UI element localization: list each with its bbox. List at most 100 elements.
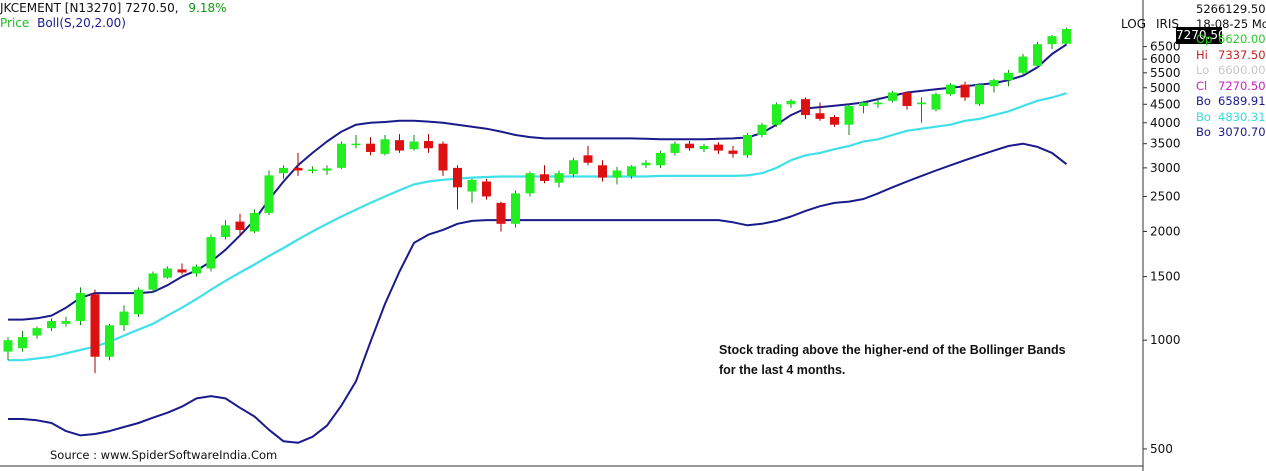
- candle-body: [627, 166, 636, 176]
- ohlc-key: Hi: [1196, 47, 1208, 62]
- change-percent: 9.18%: [188, 1, 227, 15]
- candle-body: [467, 179, 477, 192]
- annotation-line-1: Stock trading above the higher-end of th…: [719, 343, 1066, 357]
- candle: [221, 220, 230, 240]
- iris-toggle[interactable]: IRIS: [1156, 17, 1180, 31]
- candle: [540, 165, 549, 184]
- candle: [859, 100, 868, 114]
- candle: [424, 134, 433, 153]
- candle: [989, 78, 999, 93]
- candle: [1047, 34, 1057, 50]
- candle: [699, 143, 709, 152]
- ohlc-key: Lo: [1196, 63, 1210, 77]
- candle-body: [815, 113, 825, 119]
- candle: [598, 160, 607, 182]
- candle: [496, 201, 506, 232]
- candle: [3, 337, 13, 361]
- candle: [1033, 41, 1042, 68]
- candle: [975, 83, 984, 107]
- candle-body: [554, 173, 564, 183]
- candle-body: [3, 340, 13, 352]
- candle-body: [699, 145, 709, 150]
- candle: [366, 137, 375, 156]
- candle: [844, 104, 854, 135]
- candle: [409, 134, 419, 151]
- candle-body: [264, 175, 274, 214]
- candle-body: [917, 102, 926, 105]
- candle: [134, 287, 143, 317]
- chart-header: JKCEMENT [N13270] 7270.50, 9.18%: [0, 1, 227, 15]
- y-tick-label: 3500: [1150, 137, 1181, 151]
- candle-body: [192, 266, 201, 274]
- y-tick-label: 2000: [1150, 224, 1181, 238]
- candle-body: [931, 94, 941, 110]
- candle: [670, 141, 680, 156]
- ohlc-value: 7337.50: [1218, 47, 1266, 62]
- candle: [612, 166, 622, 185]
- candle-body: [859, 102, 868, 107]
- candle-body: [902, 92, 912, 107]
- candle: [946, 83, 955, 96]
- price-scale-divider: [0, 0, 1144, 471]
- y-tick-label: 5500: [1150, 66, 1181, 80]
- candle: [61, 316, 71, 327]
- ohlc-row: Op 6620.00: [1196, 32, 1266, 46]
- candle: [467, 178, 477, 203]
- candle-body: [119, 311, 129, 326]
- candle-body: [134, 289, 143, 315]
- candle-body: [1062, 29, 1071, 44]
- candle-body: [235, 221, 245, 230]
- candle: [511, 190, 520, 228]
- candle: [743, 132, 752, 158]
- candle-body: [946, 84, 955, 95]
- candle: [337, 141, 346, 169]
- candle-body: [61, 321, 71, 324]
- current-price-marker: 7270.50: [1176, 27, 1226, 44]
- candlestick-series: [3, 27, 1071, 374]
- candle: [119, 305, 129, 332]
- candle-body: [598, 165, 607, 178]
- candle-body: [279, 167, 288, 174]
- y-tick-label: 5000: [1150, 81, 1181, 95]
- candle-body: [18, 337, 27, 349]
- y-tick-label: 4500: [1150, 97, 1181, 111]
- candle-body: [482, 181, 491, 197]
- candle-body: [743, 134, 752, 156]
- candle-body: [1047, 36, 1057, 45]
- log-toggle[interactable]: LOG: [1121, 17, 1147, 31]
- candle-body: [714, 144, 723, 151]
- ohlc-key: Bo: [1196, 125, 1211, 139]
- candle-body: [830, 116, 839, 125]
- candle-body: [47, 321, 56, 329]
- candle: [308, 166, 317, 174]
- candle: [873, 97, 883, 108]
- candle-body: [105, 325, 114, 357]
- candle-body: [453, 167, 462, 188]
- candle: [685, 141, 694, 151]
- y-tick-label: 4000: [1150, 116, 1181, 130]
- candle: [786, 99, 796, 108]
- candle: [772, 102, 781, 127]
- candle-body: [250, 213, 259, 232]
- y-tick-label: 1000: [1150, 333, 1181, 347]
- candle-body: [90, 294, 100, 357]
- candle: [250, 209, 259, 234]
- candle: [322, 165, 332, 175]
- candle-body: [380, 139, 390, 154]
- y-tick-label: 6500: [1150, 40, 1181, 54]
- candle: [76, 287, 85, 326]
- ohlc-row: Cl 7270.50: [1196, 79, 1266, 93]
- candle: [32, 326, 42, 339]
- ohlc-row: Bo 3070.70: [1196, 125, 1266, 139]
- candle-body: [1033, 44, 1042, 66]
- candle: [235, 213, 245, 236]
- indicator-legend: Price Boll(S,20,2.00): [0, 16, 126, 30]
- candle-body: [322, 168, 332, 171]
- chart-annotation: Stock trading above the higher-end of th…: [719, 340, 1066, 380]
- ohlc-row: Bo 6589.91: [1196, 94, 1266, 108]
- candle-body: [685, 143, 694, 149]
- candle-body: [728, 150, 738, 154]
- candle: [627, 165, 636, 179]
- candle-body: [1018, 56, 1028, 73]
- candle-body: [989, 80, 999, 87]
